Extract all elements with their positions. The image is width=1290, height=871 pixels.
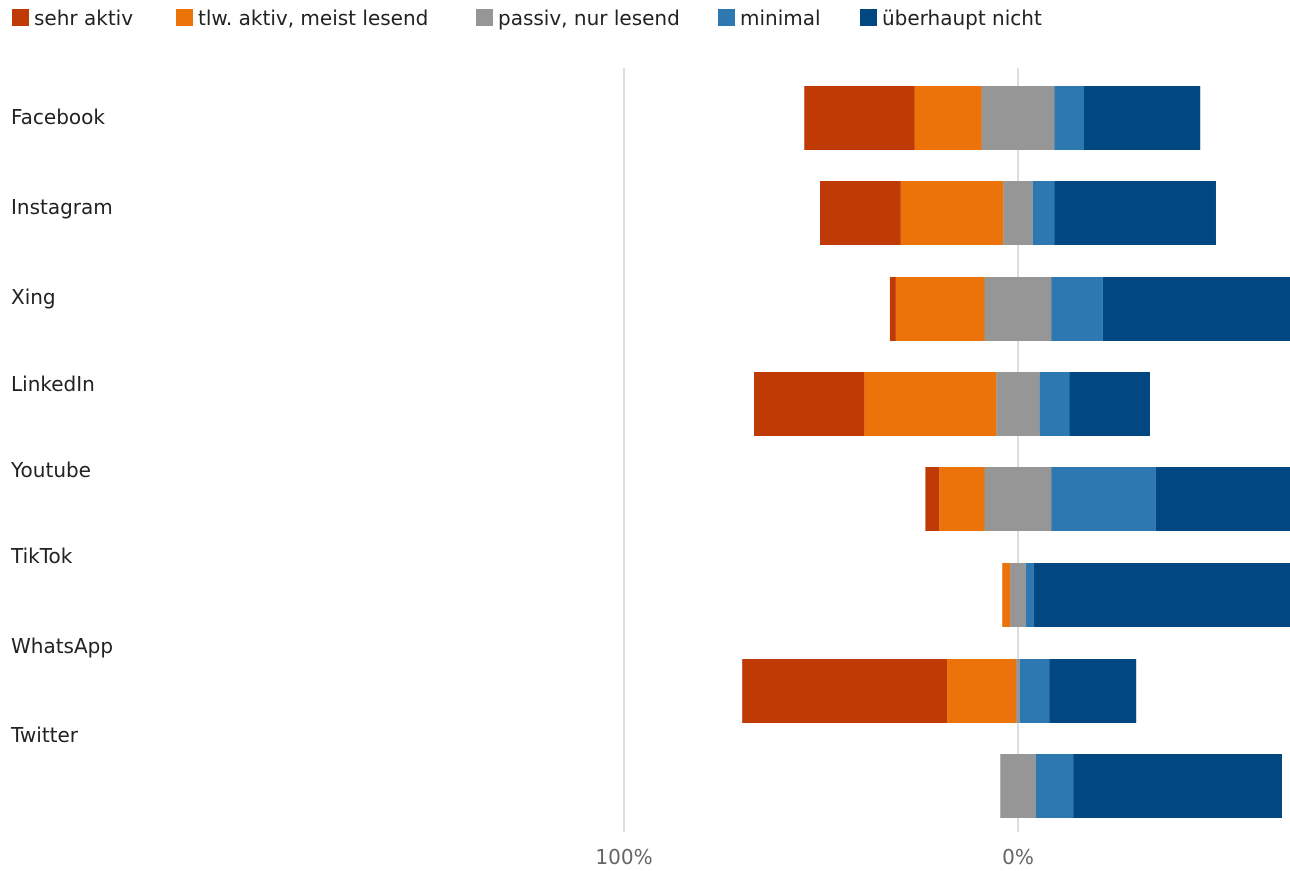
bar-xing-passiv-nur-lesend [984,277,1052,341]
bar-linkedin-minimal [1039,372,1070,436]
legend-label-tlw-aktiv-meist-lesend: tlw. aktiv, meist lesend [198,6,428,30]
x-axis-ticks: 100% 0% [595,845,1033,869]
legend: sehr aktiv tlw. aktiv, meist lesend passiv… [12,6,1042,30]
bar-instagram-sehr-aktiv [820,181,901,245]
legend-swatch-tlw-aktiv-meist-lesend [176,9,193,26]
category-label-linkedin: LinkedIn [11,372,95,396]
bar-tiktok-ueberhaupt-nicht [1033,563,1290,627]
category-label-instagram: Instagram [11,195,113,219]
bar-xing-tlw-aktiv-meist-lesend [895,277,985,341]
category-label-youtube: Youtube [10,458,91,482]
bar-facebook-tlw-aktiv-meist-lesend [914,86,982,150]
bar-whatsapp-passiv-nur-lesend [1016,659,1020,723]
bar-linkedin-ueberhaupt-nicht [1069,372,1150,436]
bar-youtube-tlw-aktiv-meist-lesend [939,467,985,531]
bar-instagram-tlw-aktiv-meist-lesend [900,181,1004,245]
bar-whatsapp-ueberhaupt-nicht [1049,659,1137,723]
bar-xing-ueberhaupt-nicht [1102,277,1290,341]
bar-facebook-sehr-aktiv [804,86,915,150]
bar-instagram-ueberhaupt-nicht [1054,181,1216,245]
bar-youtube-passiv-nur-lesend [984,467,1052,531]
x-tick-label-0: 0% [1002,845,1034,869]
category-label-facebook: Facebook [11,105,105,129]
bar-linkedin-passiv-nur-lesend [996,372,1040,436]
legend-swatch-minimal [718,9,735,26]
bar-twitter-ueberhaupt-nicht [1073,754,1282,818]
legend-label-ueberhaupt-nicht: überhaupt nicht [882,6,1042,30]
bar-youtube-ueberhaupt-nicht [1155,467,1290,531]
bar-instagram-minimal [1032,181,1055,245]
legend-swatch-passiv-nur-lesend [476,9,493,26]
bar-whatsapp-sehr-aktiv [742,659,948,723]
bar-whatsapp-tlw-aktiv-meist-lesend [947,659,1017,723]
bar-whatsapp-minimal [1019,659,1050,723]
category-label-xing: Xing [11,285,56,309]
bar-tiktok-tlw-aktiv-meist-lesend [1002,563,1011,627]
legend-swatch-ueberhaupt-nicht [860,9,877,26]
bar-instagram-passiv-nur-lesend [1003,181,1033,245]
x-tick-label-100: 100% [595,845,652,869]
bar-twitter-passiv-nur-lesend [1000,754,1036,818]
bar-youtube-sehr-aktiv [925,467,940,531]
category-label-whatsapp: WhatsApp [11,634,113,658]
category-labels: Facebook Instagram Xing LinkedIn Youtube TikT… [10,105,113,747]
bars [742,86,1290,818]
bar-facebook-minimal [1054,86,1084,150]
legend-swatch-sehr-aktiv [12,9,29,26]
bar-tiktok-minimal [1025,563,1034,627]
bar-facebook-ueberhaupt-nicht [1083,86,1201,150]
bar-linkedin-tlw-aktiv-meist-lesend [864,372,997,436]
bar-twitter-minimal [1035,754,1074,818]
category-label-tiktok: TikTok [10,544,73,568]
legend-label-passiv-nur-lesend: passiv, nur lesend [498,6,680,30]
bar-facebook-passiv-nur-lesend [981,86,1055,150]
bar-xing-sehr-aktiv [889,277,896,341]
category-label-twitter: Twitter [10,723,79,747]
bar-tiktok-passiv-nur-lesend [1010,563,1026,627]
bar-linkedin-sehr-aktiv [754,372,865,436]
legend-label-minimal: minimal [740,6,821,30]
bar-youtube-minimal [1051,467,1156,531]
bar-xing-minimal [1051,277,1103,341]
legend-label-sehr-aktiv: sehr aktiv [34,6,133,30]
